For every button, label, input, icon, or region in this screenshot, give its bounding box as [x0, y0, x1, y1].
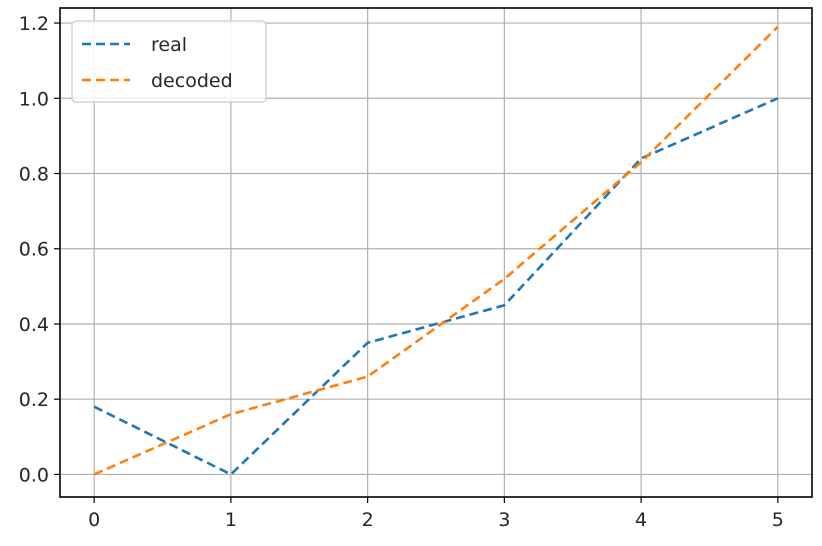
- x-tick-label: 3: [498, 509, 510, 531]
- y-tick-label: 0.6: [19, 239, 49, 261]
- y-tick-label: 0.4: [19, 314, 49, 336]
- x-tick-label: 5: [772, 509, 784, 531]
- x-axis-ticks: 0 1 2 3 4 5: [88, 497, 784, 531]
- y-tick-label: 1.0: [19, 88, 49, 110]
- legend-label-real: real: [151, 34, 187, 56]
- x-tick-label: 2: [362, 509, 374, 531]
- plot-frame: [59, 7, 813, 498]
- series-line-real: [93, 97, 779, 476]
- series-lines: [93, 25, 779, 476]
- y-axis-ticks: 0.0 0.2 0.4 0.6 0.8 1.0 1.2: [19, 13, 60, 486]
- legend: real decoded: [71, 20, 267, 103]
- x-tick-label: 0: [88, 509, 100, 531]
- y-tick-label: 0.2: [19, 389, 49, 411]
- y-tick-label: 0.0: [19, 464, 49, 486]
- legend-box: [71, 20, 267, 103]
- y-tick-label: 0.8: [19, 164, 49, 186]
- legend-label-decoded: decoded: [151, 70, 233, 92]
- x-tick-label: 4: [635, 509, 647, 531]
- x-tick-label: 1: [225, 509, 237, 531]
- y-tick-label: 1.2: [19, 13, 49, 35]
